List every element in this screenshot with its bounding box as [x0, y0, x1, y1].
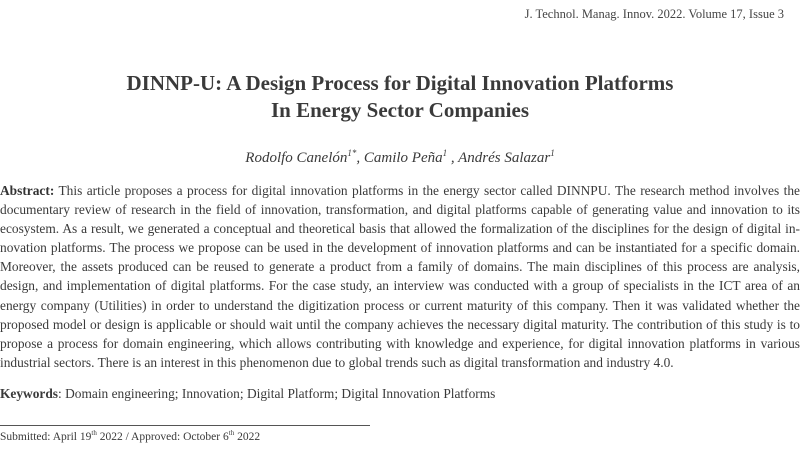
abstract-line: propose a process for domain engineering…	[0, 335, 800, 351]
author-list: Rodolfo Canelón1*, Camilo Peña1 , Andrés…	[245, 148, 555, 166]
author-affiliation-mark: 1	[442, 148, 448, 158]
abstract-line: documentary review of research in the fi…	[0, 202, 800, 218]
abstract-label: Abstract:	[0, 183, 55, 198]
title-line: In Energy Sector Companies	[270, 98, 530, 122]
abstract-line: ecosystem. As a result, we generated a c…	[0, 221, 800, 237]
author-name: Rodolfo Canelón	[245, 150, 348, 166]
author-affiliation-mark: 1	[550, 148, 555, 158]
keywords-label: Keywords	[0, 386, 59, 401]
abstract-text: This article proposes a process for digi…	[54, 183, 800, 198]
author-name: Camilo Peña	[363, 150, 443, 166]
abstract: Abstract: This article proposes a proces…	[0, 181, 800, 372]
submitted-date: Submitted: April 19	[0, 430, 92, 443]
abstract-line: Moreover, the assets produced can be reu…	[0, 259, 800, 275]
abstract-line: Abstract: This article proposes a proces…	[0, 181, 800, 200]
journal-header: J. Technol. Manag. Innov. 2022. Volume 1…	[524, 7, 784, 21]
title-line: DINNP-U: A Design Process for Digital In…	[126, 71, 674, 95]
footnote-divider	[0, 425, 370, 426]
paper-title: DINNP-U: A Design Process for Digital In…	[0, 70, 800, 124]
author-name: Andrés Salazar	[458, 150, 551, 166]
ordinal-suffix: th	[228, 429, 235, 437]
abstract-line: design, and implementation of digital pl…	[0, 278, 800, 294]
author-affiliation-mark: 1*	[347, 148, 357, 158]
abstract-line: proposed model or design is applicable o…	[0, 316, 800, 332]
keywords-text: : Domain engineering; Innovation; Digita…	[58, 386, 496, 401]
abstract-line: novation platforms. The process we propo…	[0, 240, 800, 256]
submission-dates: Submitted: April 19th 2022 / Approved: O…	[0, 429, 260, 443]
ordinal-suffix: th	[91, 429, 97, 437]
keywords: Keywords: Domain engineering; Innovation…	[0, 386, 495, 402]
approved-date: 2022 / Approved: October 6	[96, 430, 229, 443]
abstract-line: industrial sectors. There is an interest…	[0, 354, 674, 370]
abstract-line: energy company (Utilities) in order to u…	[0, 297, 800, 313]
approved-year: 2022	[234, 430, 261, 443]
